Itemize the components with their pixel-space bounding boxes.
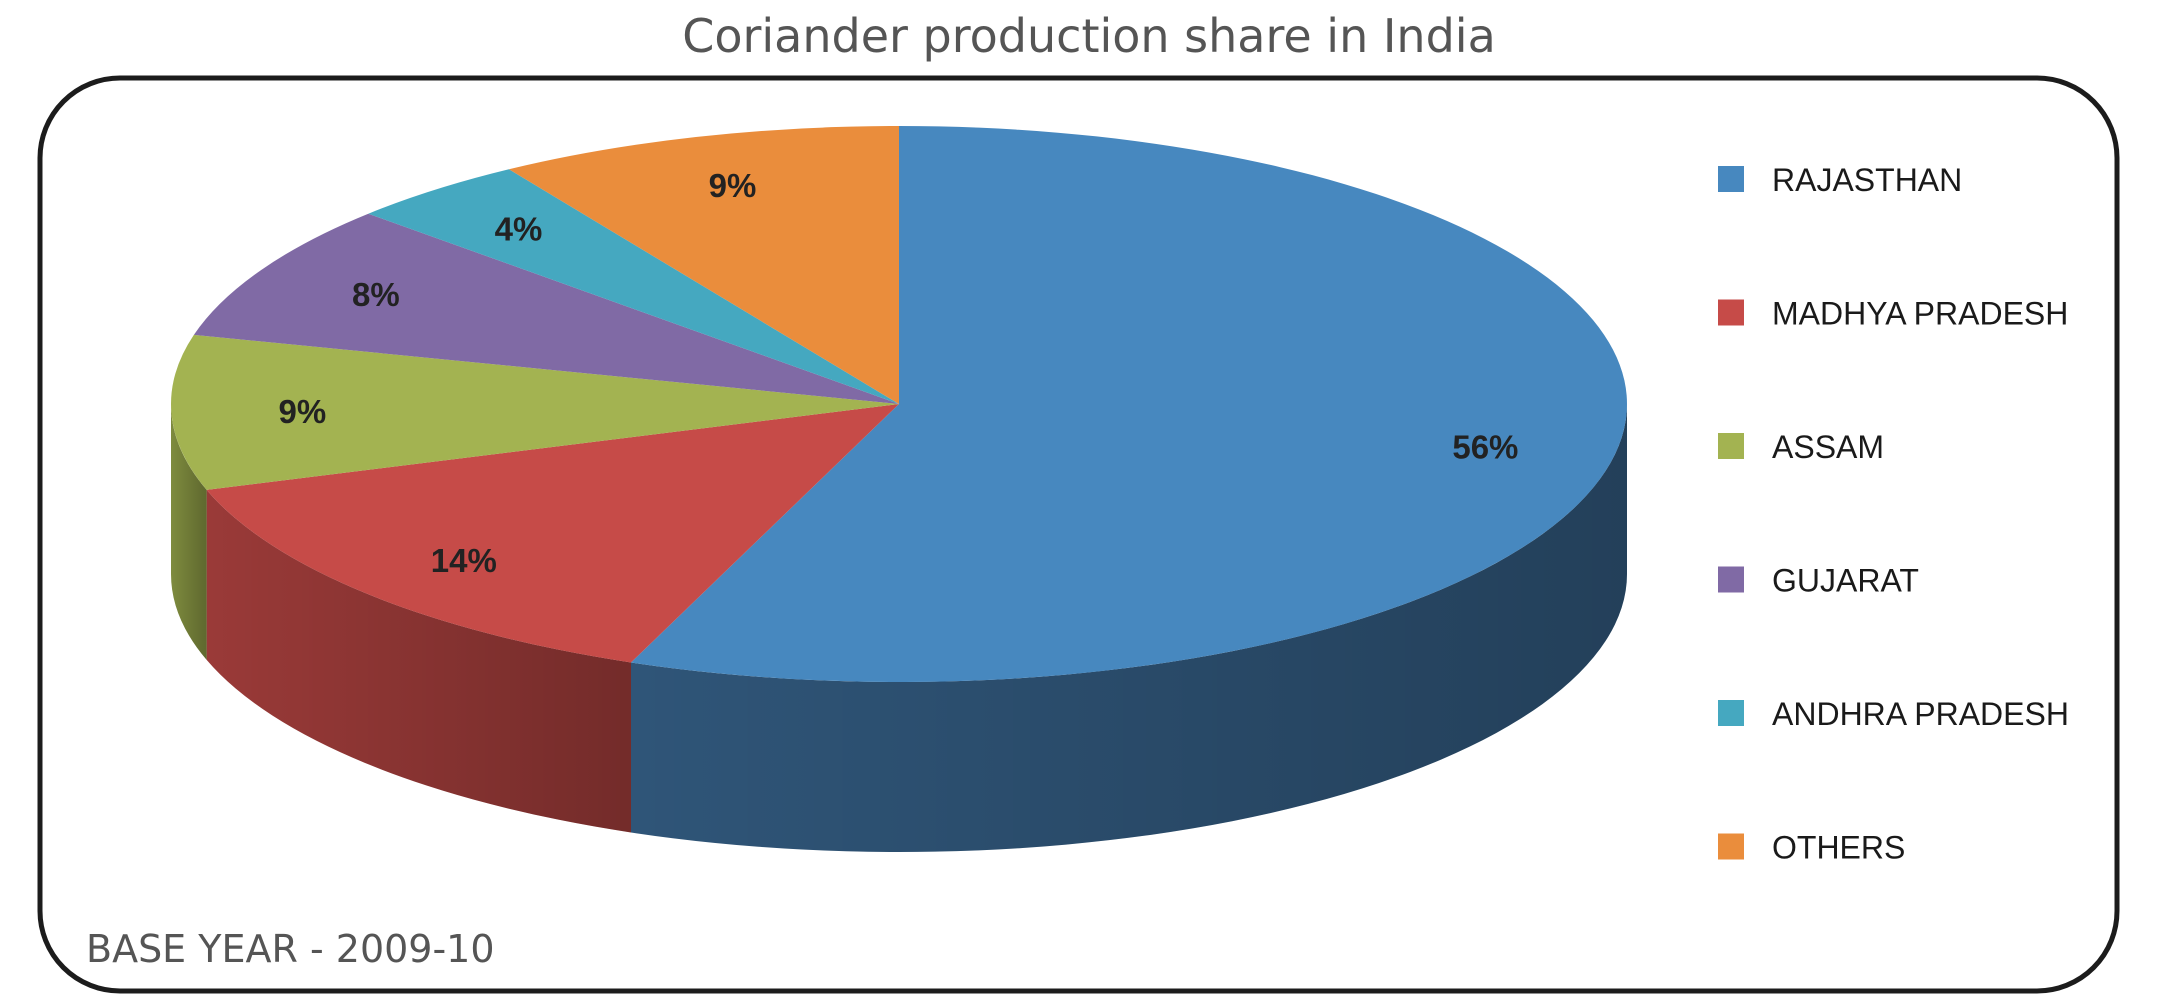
pie-side-shade-madhya-pradesh <box>206 489 632 833</box>
legend-swatch-madhya-pradesh <box>1718 299 1744 326</box>
base-year-note: BASE YEAR - 2009-10 <box>86 927 495 971</box>
slice-label-rajasthan: 56% <box>1452 429 1518 466</box>
legend-label-assam: ASSAM <box>1772 429 1884 465</box>
legend-label-andhra-pradesh: ANDHRA PRADESH <box>1772 696 2069 732</box>
legend-swatch-rajasthan <box>1718 166 1744 192</box>
pie-slice-rajasthan <box>631 126 1627 682</box>
slice-label-others: 9% <box>709 167 757 204</box>
pie-slice-gujarat <box>193 213 899 404</box>
pie-side-shade-rajasthan <box>631 404 1627 852</box>
legend: RAJASTHAN MADHYA PRADESH ASSAM GUJARAT ANDHR… <box>1718 162 2069 866</box>
legend-label-gujarat: GUJARAT <box>1772 563 1919 599</box>
pie-sides <box>171 404 1627 852</box>
legend-label-rajasthan: RAJASTHAN <box>1772 162 1962 198</box>
slice-label-gujarat: 8% <box>352 276 400 313</box>
legend-swatch-assam <box>1718 433 1744 459</box>
legend-swatch-andhra-pradesh <box>1718 700 1744 726</box>
legend-swatch-others <box>1718 833 1744 860</box>
chart-frame <box>37 75 2120 994</box>
pie-slices <box>171 126 1627 682</box>
slice-labels: 56% 14% 9% 8% 4% 9% <box>278 167 1518 579</box>
legend-label-others: OTHERS <box>1772 830 1905 866</box>
pie-side-shade-assam <box>171 404 207 660</box>
legend-label-madhya-pradesh: MADHYA PRADESH <box>1772 296 2068 332</box>
legend-swatch-gujarat <box>1718 566 1744 593</box>
slice-label-andhra-pradesh: 4% <box>495 210 543 247</box>
pie-slice-andhra-pradesh <box>368 169 899 404</box>
chart-title: Coriander production share in India <box>682 9 1496 63</box>
slice-label-assam: 9% <box>278 393 326 430</box>
pie-slice-madhya-pradesh <box>206 404 899 663</box>
slice-label-madhya-pradesh: 14% <box>431 542 497 579</box>
pie-slice-assam <box>171 334 900 490</box>
pie-slice-others <box>508 126 899 404</box>
